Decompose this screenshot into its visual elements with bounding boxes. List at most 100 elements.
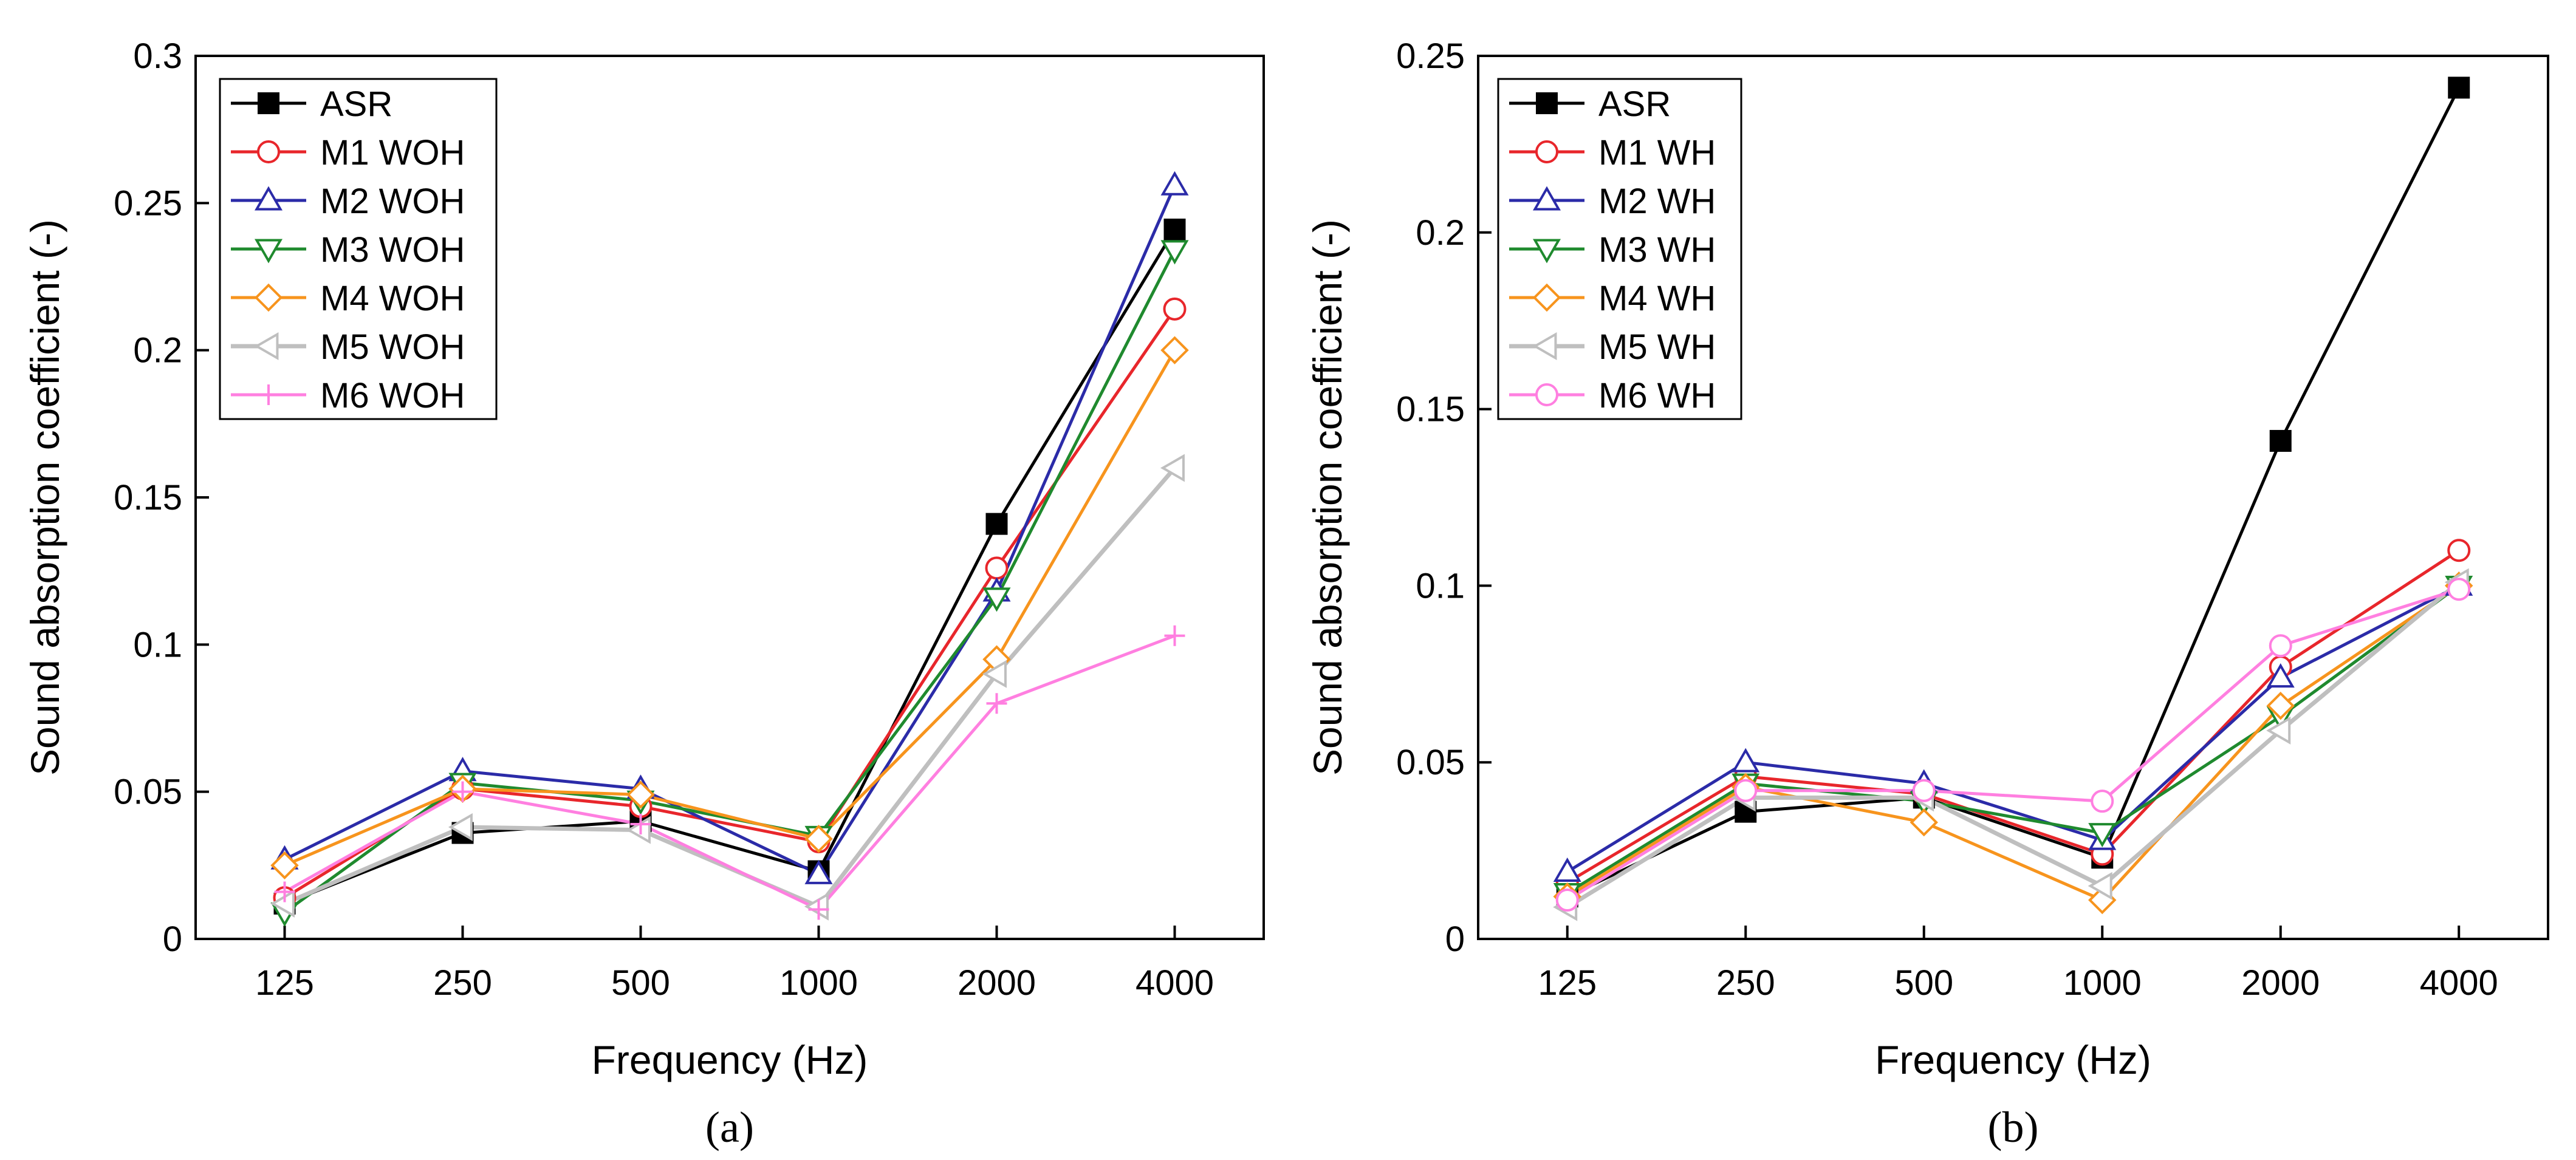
y-tick-label-5: 0.25 [1396,36,1465,76]
legend-label-m1-wh: M1 WH [1598,133,1716,172]
y-tick-label-3: 0.15 [114,478,182,517]
y-tick-label-3: 0.15 [1396,390,1465,429]
legend-label-m3-wh: M3 WH [1598,230,1716,270]
y-axis-label: Sound absorption coefficient (-) [1305,219,1350,776]
point-m5-wh-2000 [2266,716,2291,745]
point-m6-wh-1000 [2091,790,2114,813]
legend-label-asr: ASR [320,84,392,124]
y-tick-label-5: 0.25 [114,183,182,223]
point-m3-woh-2000 [982,587,1011,612]
point-m6-wh-250 [1734,779,1758,802]
series-line-asr [1566,87,2461,898]
plot-frame [1477,55,2549,940]
series-line-m4-woh [284,349,1176,867]
series-line-m5-wh [1566,580,2461,909]
point-m6-woh-250 [452,781,473,802]
point-m4-woh-500 [626,780,655,809]
point-m1-wh-4000 [2447,539,2471,562]
y-axis-label: Sound absorption coefficient (-) [22,219,67,776]
point-m6-woh-500 [630,813,651,834]
legend-label-m6-wh: M6 WH [1598,376,1716,415]
point-m6-wh-125 [1555,889,1579,912]
series-line-asr [284,228,1176,906]
x-axis-label: Frequency (Hz) [1875,1037,2151,1082]
y-tick-label-2: 0.1 [133,625,182,664]
panel-a: 0 0.05 0.1 0.15 0.2 0.25 0.3 125 250 500 1000 2000 4… [22,36,1265,1151]
point-m1-woh-2000 [985,556,1009,580]
point-m4-woh-125 [270,851,299,880]
legend-marker-m1-wh [1535,140,1558,163]
panel-label: (a) [705,1103,754,1151]
point-m3-wh-1000 [2088,823,2117,848]
y-tick-label-4: 0.2 [133,331,182,370]
legend-marker-m4-woh [254,283,283,312]
point-m5-woh-2000 [982,660,1007,688]
point-m5-woh-4000 [1160,454,1185,482]
panel-b: 0 0.05 0.1 0.15 0.2 0.25 125 250 500 1000 2000 4000… [1305,36,2549,1151]
point-m6-woh-4000 [1164,625,1185,646]
point-m2-wh-125 [1553,857,1581,882]
point-m6-woh-125 [274,881,295,902]
point-m4-wh-2000 [2266,691,2295,720]
x-tick-label-2000: 2000 [2241,963,2320,1003]
point-m4-woh-4000 [1160,336,1189,364]
point-m5-woh-125 [270,889,295,918]
x-tick-label-1000: 1000 [2063,963,2142,1003]
legend-marker-m3-wh [1532,239,1561,264]
x-tick-label-250: 250 [1716,963,1775,1003]
legend-marker-asr [258,92,279,114]
x-tick-label-125: 125 [1538,963,1597,1003]
legend-marker-m6-wh [1535,383,1558,406]
legend-label-m3-woh: M3 WOH [320,230,465,270]
x-tick-label-500: 500 [1894,963,1953,1003]
x-tick-label-1000: 1000 [779,963,858,1003]
y-tick-label-2: 0.1 [1416,566,1465,606]
y-tick-label-1: 0.05 [1396,743,1465,782]
point-m2-wh-2000 [2266,663,2295,688]
series-line-m6-woh [284,634,1176,912]
point-m5-woh-250 [448,813,473,841]
y-tick-label-1: 0.05 [114,773,182,812]
x-tick-label-4000: 4000 [2420,963,2498,1003]
point-m2-woh-1000 [804,859,833,884]
series-line-m2-woh [284,185,1176,876]
legend-label-m2-woh: M2 WOH [320,182,465,221]
point-m6-wh-2000 [2269,634,2292,658]
point-asr-2000 [985,513,1008,535]
point-m1-woh-4000 [1163,297,1187,321]
series-line-m4-wh [1566,584,2460,902]
point-m3-woh-4000 [1160,240,1189,265]
y-tick-label-4: 0.2 [1416,213,1465,253]
legend-marker-m2-woh [254,186,283,211]
point-m5-woh-1000 [804,892,829,921]
y-tick-label-6: 0.3 [133,36,182,76]
point-m6-woh-2000 [986,693,1007,714]
legend-marker-m5-wh [1532,332,1557,361]
y-tick-label-0: 0 [163,919,182,959]
legend-marker-m3-woh [254,239,283,264]
point-m6-woh-1000 [808,899,829,920]
point-m5-wh-1000 [2088,872,2112,900]
series-line-m6-wh [1566,587,2460,902]
legend-label-m2-wh: M2 WH [1598,182,1716,221]
legend-label-m4-woh: M4 WOH [320,279,465,318]
y-tick-label-0: 0 [1445,919,1465,959]
point-m6-wh-4000 [2447,578,2471,601]
point-m2-woh-4000 [1160,171,1189,196]
point-m6-wh-500 [1912,779,1936,802]
point-m4-woh-1000 [804,824,833,853]
legend-label-m5-woh: M5 WOH [320,327,465,367]
legend-marker-m1-woh [257,140,280,163]
series-line-m3-wh [1566,584,2460,895]
legend-label-asr: ASR [1598,84,1671,124]
legend-label-m1-woh: M1 WOH [320,133,465,172]
legend-label-m6-woh: M6 WOH [320,376,465,415]
point-asr-4000 [1163,218,1186,241]
legend-label-m5-wh: M5 WH [1598,327,1716,367]
point-asr-250 [1735,800,1757,823]
legend-label-m4-wh: M4 WH [1598,279,1716,318]
point-asr-4000 [2448,77,2470,99]
series-line-m1-wh [1566,549,2460,884]
x-axis-label: Frequency (Hz) [592,1037,868,1082]
